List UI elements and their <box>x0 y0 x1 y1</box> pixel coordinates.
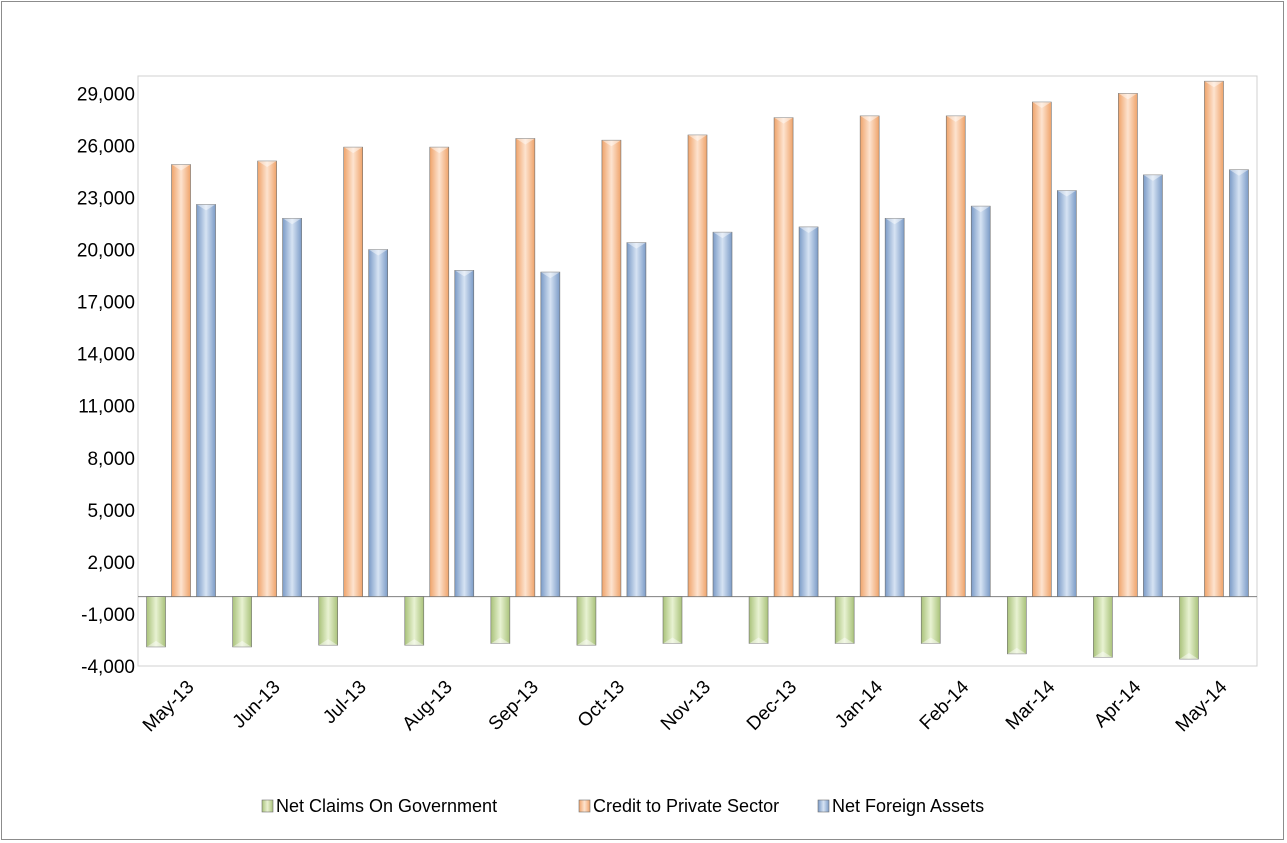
bar-claims <box>834 596 855 644</box>
bar-credit <box>1118 93 1138 597</box>
bar-credit <box>1204 80 1224 597</box>
x-axis: May-13 Jun-13 Jul-13 Aug-13 Sep-13 Oct-13 Nov-… <box>139 676 1232 736</box>
bar-foreign <box>196 204 216 597</box>
bars <box>146 80 1249 660</box>
bar-credit <box>945 115 966 597</box>
bar-claims <box>1007 596 1027 655</box>
x-tick-label: Dec-13 <box>743 677 801 735</box>
bar-foreign <box>884 217 905 597</box>
bar-foreign <box>712 231 733 597</box>
x-tick-label: Nov-13 <box>657 677 715 735</box>
bar-claims <box>318 596 338 646</box>
bar-credit <box>687 134 708 597</box>
bar-claims <box>232 596 252 648</box>
legend-swatch <box>578 799 591 813</box>
y-tick-label: 23,000 <box>77 188 135 209</box>
bar-credit <box>1032 101 1052 597</box>
bar-claims <box>576 596 597 646</box>
legend-swatch <box>817 799 830 813</box>
bar-credit <box>171 164 191 597</box>
y-tick-label: 29,000 <box>77 84 135 105</box>
bar-credit <box>343 146 363 597</box>
y-tick-label: 14,000 <box>77 345 135 366</box>
bar-claims <box>662 596 683 644</box>
bar-credit <box>429 146 450 597</box>
bar-foreign <box>1229 169 1249 597</box>
x-tick-label: Sep-13 <box>485 677 543 735</box>
x-tick-label: Apr-14 <box>1090 676 1145 731</box>
x-tick-label: Mar-14 <box>1002 676 1060 734</box>
plot-border <box>137 75 1258 667</box>
bar-foreign <box>970 205 991 597</box>
y-tick-label: 5,000 <box>87 501 135 522</box>
x-tick-label: May-13 <box>139 677 199 737</box>
x-tick-label: Oct-13 <box>574 677 629 732</box>
bar-foreign <box>626 242 647 597</box>
legend: Net Claims On Government Credit to Privat… <box>261 796 984 816</box>
legend-item-claims: Net Claims On Government <box>261 796 497 816</box>
bar-credit <box>859 115 880 597</box>
y-tick-label: 26,000 <box>77 136 135 157</box>
y-tick-label: 2,000 <box>87 553 135 574</box>
bar-credit <box>773 117 794 597</box>
bar-credit <box>257 160 277 597</box>
y-tick-label: 11,000 <box>78 397 135 418</box>
x-tick-label: Jan-14 <box>831 676 887 732</box>
x-tick-label: Jun-13 <box>229 677 285 733</box>
bar-foreign <box>798 226 819 597</box>
legend-swatch <box>261 799 274 813</box>
legend-label: Net Foreign Assets <box>832 796 984 816</box>
x-tick-label: Jul-13 <box>319 677 370 728</box>
bar-foreign <box>1057 190 1077 597</box>
bar-foreign <box>368 249 388 597</box>
y-tick-label: 17,000 <box>77 293 135 314</box>
y-tick-label: 20,000 <box>77 241 135 262</box>
bar-claims <box>404 596 425 646</box>
bar-foreign <box>1143 174 1163 597</box>
x-tick-label: Aug-13 <box>399 677 457 735</box>
bar-claims <box>920 596 941 644</box>
bar-claims <box>748 596 769 644</box>
legend-label: Net Claims On Government <box>276 796 497 816</box>
bar-claims <box>490 596 511 644</box>
y-tick-label: -1,000 <box>81 605 135 626</box>
bar-claims <box>1093 596 1113 658</box>
bar-credit <box>601 139 622 597</box>
x-tick-label: Feb-14 <box>916 676 974 734</box>
legend-item-foreign: Net Foreign Assets <box>817 796 984 816</box>
legend-item-credit: Credit to Private Sector <box>578 796 779 816</box>
bar-claims <box>146 596 166 648</box>
y-tick-label: 8,000 <box>87 449 135 470</box>
bar-foreign <box>540 271 561 597</box>
legend-label: Credit to Private Sector <box>593 796 779 816</box>
bar-foreign <box>282 217 302 597</box>
bar-credit <box>515 138 536 597</box>
y-axis: -4,000 -1,000 2,000 5,000 8,000 11,000 14,000 1… <box>77 84 135 678</box>
bar-claims <box>1179 596 1199 660</box>
y-tick-label: -4,000 <box>81 657 135 678</box>
x-tick-label: May-14 <box>1172 676 1232 736</box>
bar-foreign <box>454 270 475 597</box>
